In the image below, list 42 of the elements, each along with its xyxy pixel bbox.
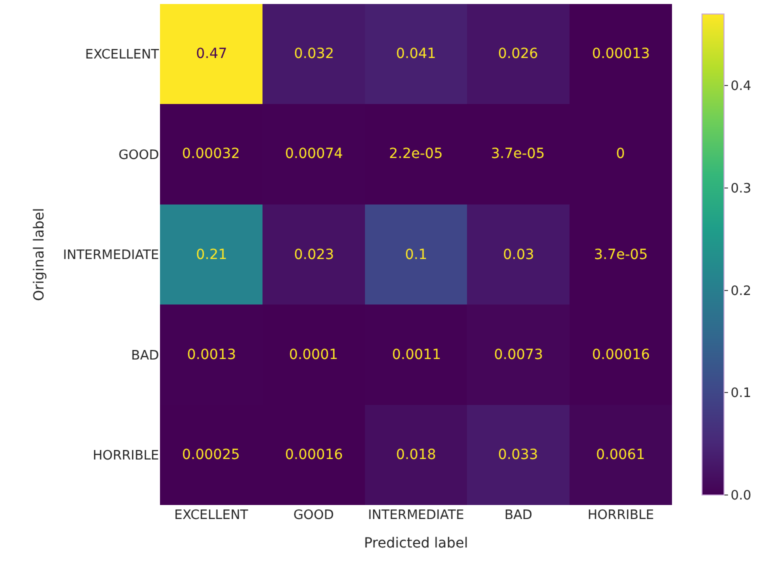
y-tick-label: EXCELLENT <box>85 48 160 63</box>
data-label: 3.7e-05 <box>594 247 648 263</box>
text: 0.4 <box>730 79 752 94</box>
x-tick-label: GOOD <box>293 508 334 523</box>
text: 0.0 <box>730 488 752 504</box>
data-label: 0.03 <box>503 247 534 263</box>
data-label: 0.033 <box>498 447 538 463</box>
x-tick-label: HORRIBLE <box>588 508 654 523</box>
data-label: 3.7e-05 <box>491 146 545 162</box>
y-axis-title: Original label <box>32 208 48 302</box>
data-label: 0.21 <box>196 247 228 263</box>
data-label: 0.018 <box>396 447 436 463</box>
x-tick-label: EXCELLENT <box>174 508 248 523</box>
data-label: 0.0011 <box>392 347 441 363</box>
data-label: 0.0061 <box>596 447 645 463</box>
data-label: 0.023 <box>294 247 334 263</box>
text: 0.3 <box>730 182 752 197</box>
x-tick-label: INTERMEDIATE <box>368 508 464 523</box>
data-label: 0.00032 <box>182 146 240 162</box>
data-label: 0.47 <box>196 46 228 62</box>
y-tick-label: GOOD <box>118 148 159 163</box>
data-label: 0.041 <box>396 46 436 62</box>
data-label: 0.0001 <box>289 347 338 363</box>
data-label: 0.1 <box>405 247 428 263</box>
x-tick-label: BAD <box>504 508 532 523</box>
data-label: 0.026 <box>498 46 538 62</box>
data-label: 0 <box>616 146 625 162</box>
data-label: 0.0073 <box>494 347 543 363</box>
data-label: 0.00025 <box>182 447 240 463</box>
y-tick-label: INTERMEDIATE <box>62 248 159 264</box>
data-label: 0.00074 <box>285 146 343 162</box>
data-label: 2.2e-05 <box>389 146 443 162</box>
y-tick-label: HORRIBLE <box>92 448 159 464</box>
data-label: 0.00013 <box>592 46 650 62</box>
data-label: 0.00016 <box>592 347 650 363</box>
x-axis-title: Predicted label <box>364 535 468 552</box>
data-label: 0.0013 <box>187 347 236 363</box>
data-label: 0.00016 <box>285 447 343 463</box>
text: 0.1 <box>730 386 752 402</box>
data-label: 0.032 <box>294 46 334 62</box>
text: 0.2 <box>730 284 752 299</box>
y-tick-label: BAD <box>131 348 159 364</box>
